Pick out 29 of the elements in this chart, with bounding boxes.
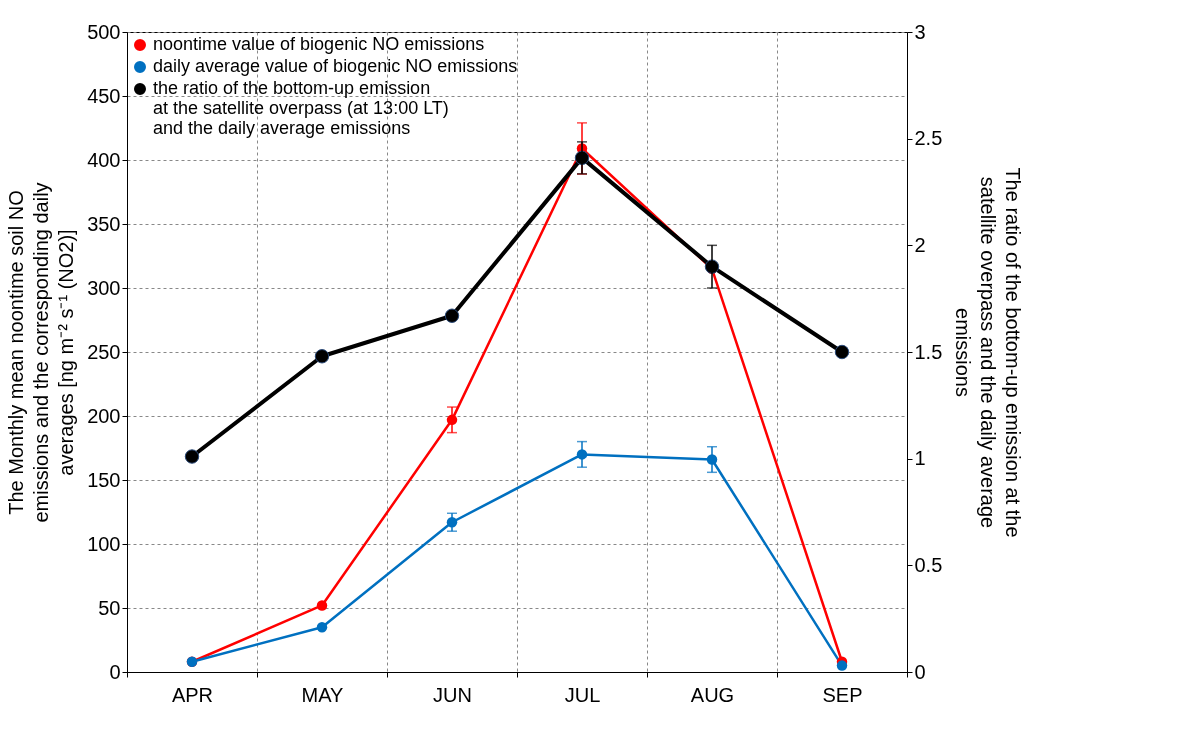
y-axis-title: The Monthly mean noontime soil NO emissions and the corresponding daily averages [ng m⁻² s⁻¹ (NO2)] xyxy=(5,182,78,523)
y-tick-label: 150 xyxy=(87,468,121,491)
y-tick-label: 450 xyxy=(87,84,121,107)
y-tick-label: 100 xyxy=(87,532,121,555)
y2-tick-label: 0 xyxy=(914,660,926,683)
y-tick-label: 200 xyxy=(87,404,121,427)
x-tick-label: SEP xyxy=(822,683,863,706)
x-tick-label: JUN xyxy=(433,683,472,706)
y-tick-label: 350 xyxy=(87,212,121,235)
legend-label: the ratio of the bottom-up emission at the satellite overpass (at 13:00 LT) and the daily average emissions xyxy=(153,78,449,138)
y2-tick-label: 3 xyxy=(914,20,926,43)
y2-tick-label: 2.5 xyxy=(914,127,943,150)
y2-tick-label: 1 xyxy=(914,447,926,470)
x-tick-label: APR xyxy=(171,683,214,706)
y2-tick-label: 2 xyxy=(914,233,926,256)
y2-tick-label: 1.5 xyxy=(914,340,943,363)
x-tick-label: MAY xyxy=(301,683,344,706)
legend-label: noontime value of biogenic NO emissions xyxy=(153,34,485,54)
y-tick-label: 50 xyxy=(98,596,121,619)
x-tick-label: JUL xyxy=(564,683,601,706)
y-tick-label: 500 xyxy=(87,20,121,43)
y-tick-label: 400 xyxy=(87,148,121,171)
y-tick-label: 300 xyxy=(87,276,121,299)
y-tick-label: 0 xyxy=(109,660,121,683)
legend-label: daily average value of biogenic NO emissions xyxy=(153,56,518,76)
y-tick-label: 250 xyxy=(87,340,121,363)
x-tick-label: AUG xyxy=(690,683,735,706)
y2-axis-title: The ratio of the bottom-up emission at the satellite overpass and the daily average emissions xyxy=(952,167,1025,538)
y2-tick-label: 0.5 xyxy=(914,553,943,576)
